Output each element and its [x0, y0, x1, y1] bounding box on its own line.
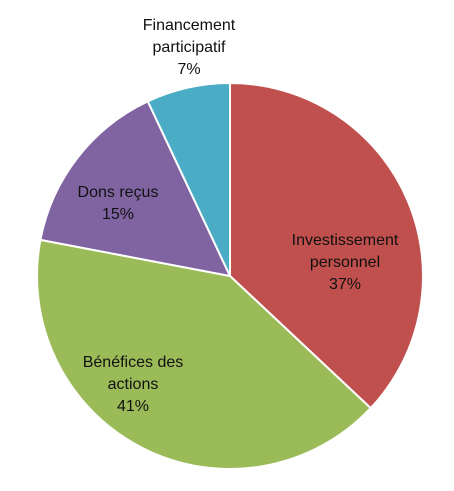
slice-label-line-0-0: Investissement: [292, 232, 399, 249]
pie-slices: [36, 81, 424, 470]
slice-percent-0: 37%: [329, 276, 361, 293]
slice-label-2: Dons reçus 15%: [78, 184, 159, 223]
slice-label-1: Bénéfices des actions 41%: [83, 354, 184, 415]
slice-label-3: Financement participatif 7%: [143, 17, 236, 78]
slice-label-line-2-0: Dons reçus: [78, 184, 159, 201]
slice-percent-3: 7%: [177, 61, 200, 78]
slice-label-0: Investissement personnel 37%: [292, 232, 399, 293]
pie-slice-3: [146, 81, 231, 277]
slice-label-line-0-1: personnel: [310, 254, 380, 271]
slice-label-line-3-1: participatif: [153, 39, 226, 56]
slice-labels: Investissement personnel 37% Bénéfices des a…: [78, 17, 399, 415]
pie-slice-1: [36, 238, 373, 470]
slice-percent-2: 15%: [102, 206, 134, 223]
slice-label-line-1-0: Bénéfices des: [83, 354, 184, 371]
slice-label-line-3-0: Financement: [143, 17, 236, 34]
slice-percent-1: 41%: [117, 398, 149, 415]
pie-slice-2: [39, 100, 232, 278]
slice-label-line-1-1: actions: [108, 376, 159, 393]
pie-slice-0: [229, 81, 424, 410]
